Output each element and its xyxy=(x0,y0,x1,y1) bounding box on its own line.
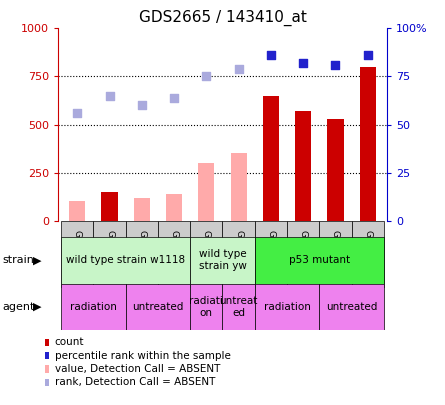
Bar xyxy=(328,119,344,221)
Bar xyxy=(101,192,117,221)
Text: radiation: radiation xyxy=(70,302,117,312)
Text: count: count xyxy=(55,337,84,347)
Point xyxy=(170,94,178,101)
Text: rank, Detection Call = ABSENT: rank, Detection Call = ABSENT xyxy=(55,377,215,387)
Bar xyxy=(255,237,384,284)
Text: strain: strain xyxy=(2,255,34,265)
Bar xyxy=(198,163,214,221)
Bar xyxy=(166,194,182,221)
Text: GSM60484: GSM60484 xyxy=(331,230,340,279)
Point xyxy=(267,52,275,58)
Bar xyxy=(231,153,247,221)
Text: GSM60485: GSM60485 xyxy=(363,230,372,279)
Text: value, Detection Call = ABSENT: value, Detection Call = ABSENT xyxy=(55,364,220,374)
Text: ▶: ▶ xyxy=(32,255,41,265)
Bar xyxy=(61,221,93,288)
Bar xyxy=(61,284,125,330)
Bar xyxy=(320,284,384,330)
Point xyxy=(364,52,371,58)
Bar xyxy=(222,284,255,330)
Text: ▶: ▶ xyxy=(32,302,41,312)
Text: p53 mutant: p53 mutant xyxy=(289,255,350,265)
Title: GDS2665 / 143410_at: GDS2665 / 143410_at xyxy=(138,9,307,26)
Text: untreat
ed: untreat ed xyxy=(219,296,258,318)
Text: GSM60487: GSM60487 xyxy=(299,230,307,279)
Bar xyxy=(125,284,190,330)
Text: GSM60481: GSM60481 xyxy=(202,230,211,279)
Bar xyxy=(125,221,158,288)
Text: wild type strain w1118: wild type strain w1118 xyxy=(66,255,185,265)
Point xyxy=(106,92,113,99)
Text: agent: agent xyxy=(2,302,35,312)
Point xyxy=(203,73,210,80)
Bar xyxy=(222,221,255,288)
Bar xyxy=(255,221,287,288)
Bar xyxy=(255,284,320,330)
Bar xyxy=(93,221,125,288)
Text: GSM60482: GSM60482 xyxy=(73,230,82,279)
Bar xyxy=(61,237,190,284)
Bar xyxy=(320,221,352,288)
Point xyxy=(332,62,339,68)
Text: wild type
strain yw: wild type strain yw xyxy=(198,249,247,271)
Text: untreated: untreated xyxy=(326,302,377,312)
Point xyxy=(299,60,307,66)
Point xyxy=(138,102,146,109)
Bar xyxy=(352,221,384,288)
Bar xyxy=(134,198,150,221)
Bar xyxy=(190,284,222,330)
Point xyxy=(74,110,81,116)
Text: GSM60483: GSM60483 xyxy=(105,230,114,279)
Bar xyxy=(360,67,376,221)
Bar xyxy=(69,201,85,221)
Bar xyxy=(190,221,222,288)
Bar xyxy=(295,111,312,221)
Text: untreated: untreated xyxy=(132,302,184,312)
Bar xyxy=(158,221,190,288)
Text: GSM60478: GSM60478 xyxy=(234,230,243,279)
Text: radiation: radiation xyxy=(263,302,311,312)
Text: radiati
on: radiati on xyxy=(190,296,223,318)
Text: GSM60486: GSM60486 xyxy=(267,230,275,279)
Text: GSM60479: GSM60479 xyxy=(138,230,146,279)
Text: percentile rank within the sample: percentile rank within the sample xyxy=(55,351,231,360)
Point xyxy=(235,66,242,72)
Bar xyxy=(287,221,320,288)
Bar xyxy=(190,237,255,284)
Bar xyxy=(263,96,279,221)
Text: GSM60480: GSM60480 xyxy=(170,230,178,279)
